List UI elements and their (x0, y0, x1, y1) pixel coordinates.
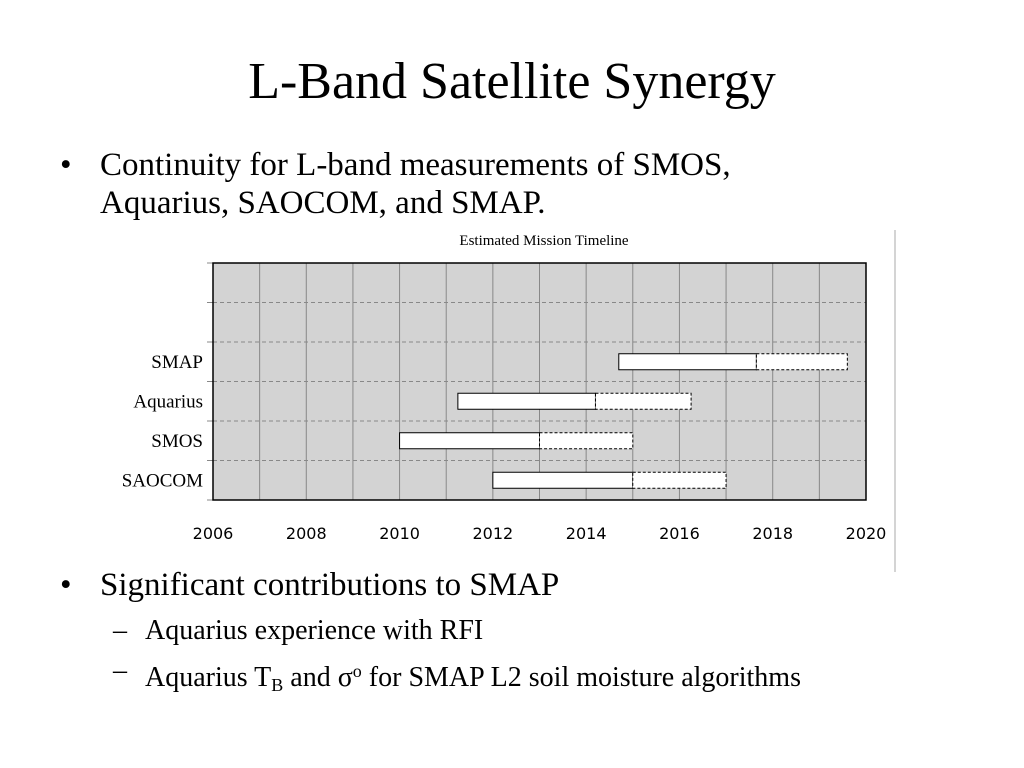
bullet-text: Significant contributions to SMAP (100, 567, 560, 603)
sub-bullet-text: Aquarius TB and σo for SMAP L2 soil mois… (145, 655, 801, 701)
subscript-b: B (271, 675, 284, 695)
x-tick-label: 2012 (472, 524, 513, 543)
bar-saocom-solid (492, 471, 634, 489)
mission-timeline-chart: Estimated Mission Timeline SMAP Aquarius SM… (122, 230, 896, 572)
text-and: and (283, 662, 338, 693)
sub-bullet-dash: – (113, 615, 127, 646)
x-tick-label: 2010 (379, 524, 420, 543)
x-tick-label: 2008 (286, 524, 327, 543)
x-tick-label: 2016 (659, 524, 700, 543)
text-algorithms: for SMAP L2 soil moisture algorithms (361, 662, 801, 693)
category-label-smos: SMOS (151, 431, 203, 452)
bar-aquarius-solid (457, 392, 596, 410)
chart-title: Estimated Mission Timeline (459, 233, 629, 249)
bullet-contributions: • Significant contributions to SMAP (60, 566, 760, 606)
bar-saocom-dashed (632, 471, 727, 489)
plot-frame (212, 262, 867, 501)
bar-smos-dashed (539, 432, 634, 450)
bar-aquarius-dashed (594, 392, 692, 410)
bullet-line-1: Continuity for L-band measurements of SM… (100, 147, 731, 183)
bullet-dot: • (60, 567, 72, 603)
text-aquarius-t: Aquarius T (145, 662, 272, 693)
bar-smap-solid (618, 353, 757, 371)
category-label-smap: SMAP (151, 352, 203, 373)
x-tick-label: 2018 (752, 524, 793, 543)
bar-smos-solid (399, 432, 541, 450)
bullet-continuity: • Continuity for L-band measurements of … (60, 146, 900, 226)
x-tick-label: 2020 (846, 524, 887, 543)
x-tick-label: 2006 (193, 524, 234, 543)
superscript-o: o (352, 661, 362, 681)
x-tick-label: 2014 (566, 524, 607, 543)
bar-smap-dashed (755, 353, 848, 371)
sub-bullet-text: Aquarius experience with RFI (145, 615, 484, 646)
bullet-text: Continuity for L-band measurements of SM… (100, 146, 731, 222)
bullet-line-2: Aquarius, SAOCOM, and SMAP. (100, 185, 546, 221)
sub-bullet-dash: – (113, 655, 127, 686)
category-label-aquarius: Aquarius (133, 391, 203, 412)
sigma-symbol: σ (337, 662, 353, 693)
category-label-saocom: SAOCOM (122, 470, 203, 491)
slide-title: L-Band Satellite Synergy (248, 53, 776, 110)
bullet-dot: • (60, 147, 72, 183)
